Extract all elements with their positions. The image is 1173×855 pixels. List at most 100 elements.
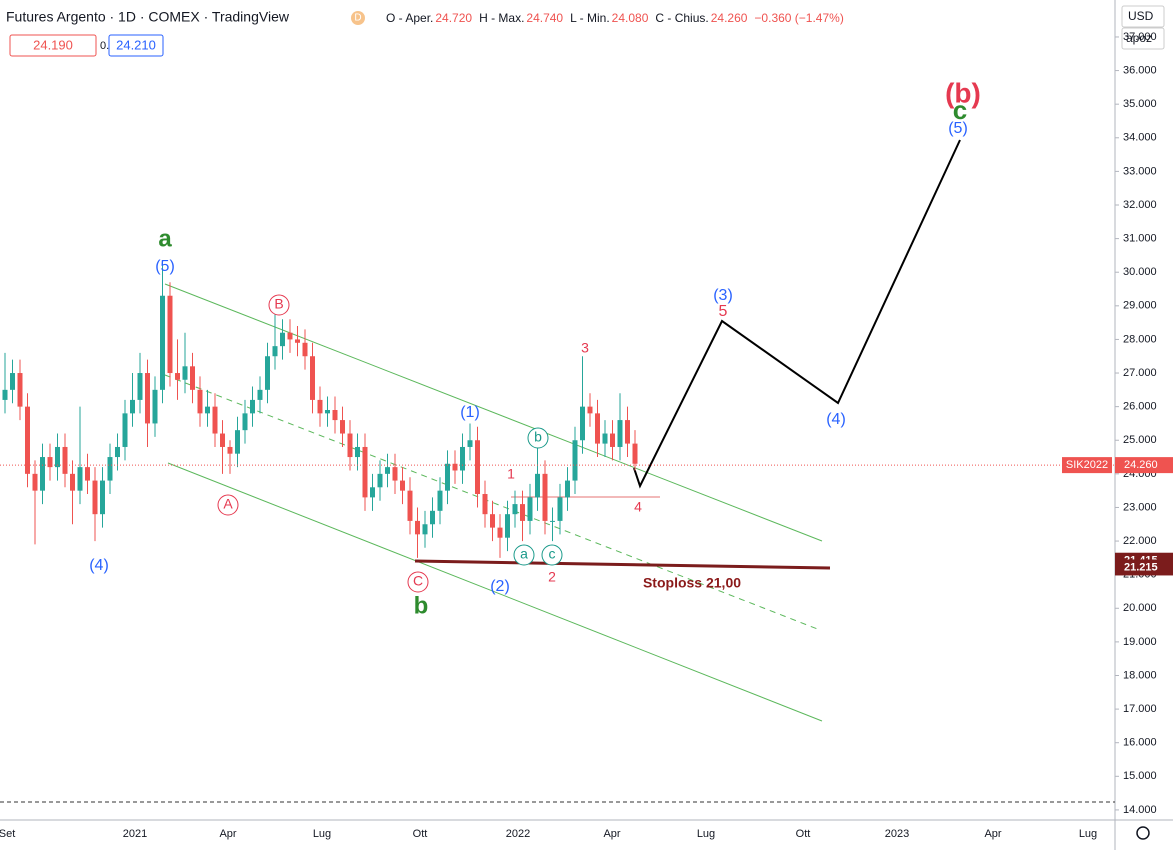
candle-body [310,356,315,400]
channel-mid [164,374,821,631]
annotation: 4 [634,499,642,515]
x-tick-label: Set [0,828,15,840]
candle-body [565,480,570,498]
x-tick-label: Ott [413,828,428,840]
y-tick-label: 18.000 [1123,669,1157,681]
candle-body [235,430,240,454]
candle-body [70,473,75,491]
x-tick-label: Apr [603,828,620,840]
annotation: 5 [719,303,728,320]
candle-body [85,467,90,481]
candle-body [542,473,548,521]
candle-body [632,443,638,464]
candle-body [92,480,98,515]
settings-icon[interactable] [1136,826,1150,840]
currency-button[interactable] [1121,5,1165,28]
x-tick-label: Lug [313,828,331,840]
channel-lower [167,462,823,722]
ohlc-value: 24.720 [435,11,472,25]
candle-body [122,413,128,447]
candle-body [25,406,30,474]
candle-body [340,420,345,434]
bid: 24.190 [33,37,73,52]
annotation: (5) [155,258,175,275]
annotation: B [274,296,283,312]
candle-body [535,473,540,498]
candle-body [460,446,465,471]
candle-body [160,295,165,390]
candle-body [497,527,503,538]
annotation: a [520,546,528,562]
candle-body [392,467,398,481]
scale-button[interactable] [1121,27,1165,50]
candle-body [280,332,285,347]
candle-body [32,473,38,491]
candle-body [347,433,353,458]
candle-body [220,433,225,447]
flag: D [354,13,361,24]
candle-body [197,389,203,414]
ohlc-value: 24.080 [612,11,649,25]
candle-body [415,520,420,535]
ask-box[interactable] [108,34,164,57]
y-tick-label: 20.000 [1123,602,1157,614]
price-tag [1115,457,1173,474]
annotation-circle [407,571,429,593]
candle-body [550,520,555,522]
scale-mode: apoz [1126,31,1152,45]
symbol: SIK2022 [1066,459,1108,471]
candle-body [437,490,443,511]
candle-body [62,446,68,474]
annotation-circle [513,544,535,566]
x-tick-label: 2021 [123,828,147,840]
bid-box[interactable] [9,34,97,57]
y-tick-label: 29.000 [1123,300,1157,312]
ask: 24.210 [116,37,156,52]
y-tick-label: 28.000 [1123,333,1157,345]
candle-body [17,373,23,407]
x-tick-label: 2022 [506,828,530,840]
candle-body [355,446,360,458]
candle-body [295,339,300,343]
candle-body [587,406,593,414]
annotation: (4) [826,411,846,428]
ohlc-label: L - Min. [570,11,610,25]
annotation: C [413,573,423,589]
candle-body [182,366,188,380]
candle-body [100,480,105,515]
y-tick-label: 14.000 [1123,804,1157,816]
candle-body [130,399,135,414]
y-tick-label: 22.000 [1123,535,1157,547]
candle-body [595,413,600,444]
annotation-circle [527,427,549,449]
x-tick-label: Lug [697,828,715,840]
ohlc-value: 24.260 [711,11,748,25]
annotation: a [158,225,172,252]
candle-body [505,514,510,538]
candle-body [377,473,383,488]
y-tick-label: 30.000 [1123,266,1157,278]
candle-body [227,446,233,454]
annotation: (1) [460,404,480,421]
candle-body [175,373,180,380]
candle-body [55,446,60,468]
candle-body [617,420,623,447]
projection [633,139,961,489]
candle-body [152,389,158,424]
candle-body [107,457,113,481]
candle-body [422,524,428,535]
candle-body [325,410,330,414]
candle-body [407,490,413,521]
candle-body [625,420,630,444]
candle-body [385,467,390,474]
symbol-tag [1062,457,1112,474]
title: Futures Argento · 1D · COMEX · TradingVi… [6,9,290,25]
candle-body [362,446,368,498]
candle-body [167,295,173,374]
annotation: 3 [581,340,589,356]
candle-body [475,440,480,495]
annotation: c [953,95,967,125]
